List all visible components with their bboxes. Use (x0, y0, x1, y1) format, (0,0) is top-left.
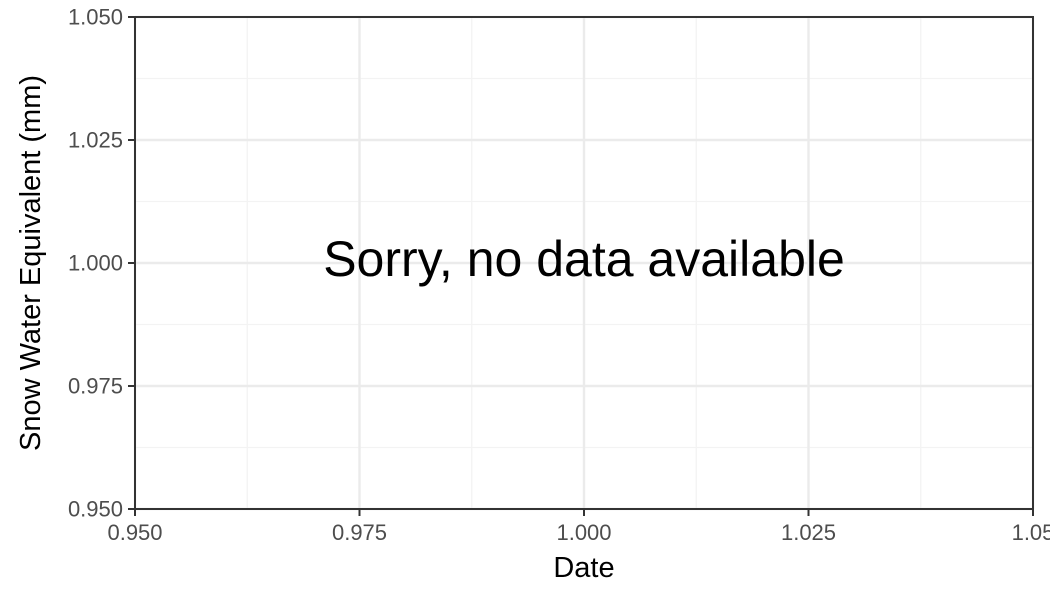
x-axis: 0.950 0.975 1.000 1.025 1.05 (107, 509, 1050, 545)
no-data-message: Sorry, no data available (323, 231, 845, 287)
y-tick-label: 1.050 (68, 5, 123, 30)
x-axis-title: Date (553, 552, 614, 584)
x-tick-label: 0.950 (107, 520, 162, 545)
y-axis: 0.950 0.975 1.000 1.025 1.050 (68, 5, 135, 522)
x-tick-label: 1.025 (781, 520, 836, 545)
x-tick-label: 1.000 (556, 520, 611, 545)
x-tick-label: 0.975 (332, 520, 387, 545)
x-tick-label: 1.05 (1012, 520, 1050, 545)
y-tick-label: 1.000 (68, 251, 123, 276)
y-tick-label: 1.025 (68, 128, 123, 153)
y-tick-label: 0.975 (68, 374, 123, 399)
y-axis-title: Snow Water Equivalent (mm) (15, 75, 47, 451)
y-tick-label: 0.950 (68, 497, 123, 522)
